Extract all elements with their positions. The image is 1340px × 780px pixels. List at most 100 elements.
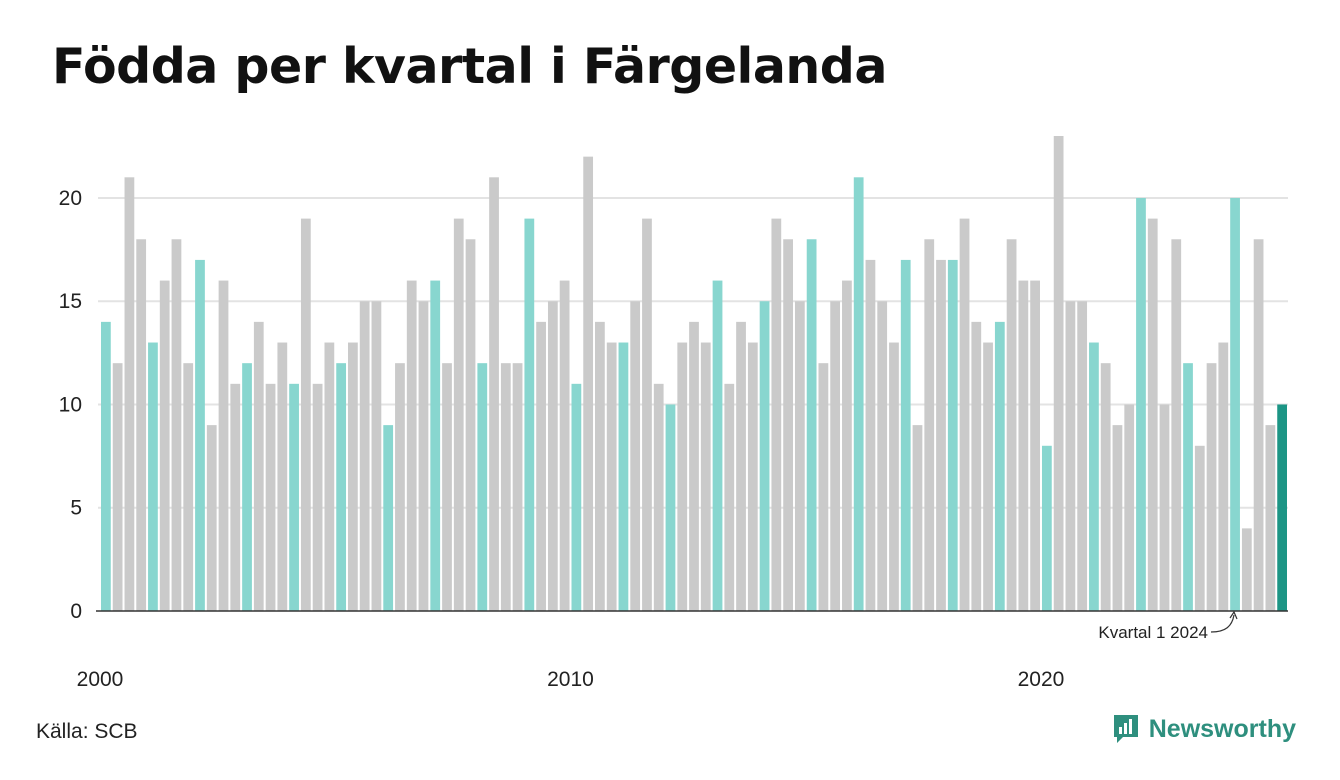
bar	[148, 342, 158, 611]
bar	[783, 239, 793, 611]
bar	[465, 239, 476, 611]
bar	[489, 177, 499, 611]
bar	[1065, 301, 1076, 611]
bar	[1194, 445, 1205, 611]
bar	[759, 301, 770, 611]
bar	[300, 218, 311, 611]
bar	[818, 363, 829, 611]
bar	[336, 363, 347, 611]
bar	[1147, 218, 1158, 611]
bar	[206, 425, 217, 611]
bar	[1077, 301, 1088, 611]
bar	[112, 363, 123, 611]
bar	[889, 342, 899, 611]
bar	[983, 342, 993, 611]
y-tick-label: 5	[70, 497, 82, 520]
bar	[595, 321, 605, 611]
bar	[277, 342, 288, 611]
bar	[512, 363, 523, 611]
bar	[724, 383, 735, 611]
bar	[912, 425, 923, 611]
bar	[265, 383, 276, 611]
bar	[700, 342, 711, 611]
bar	[947, 259, 958, 611]
bar	[653, 383, 664, 611]
y-axis: 0 5 10 15 20	[59, 187, 82, 623]
x-tick-label: 2010	[547, 668, 594, 691]
newsworthy-logo-icon	[1113, 715, 1138, 743]
x-tick-label: 2020	[1018, 668, 1065, 691]
bar	[101, 321, 111, 611]
bar	[630, 301, 641, 611]
bar	[618, 342, 629, 611]
bar	[136, 239, 147, 611]
bar	[1006, 239, 1017, 611]
chart-title: Födda per kvartal i Färgelanda	[52, 38, 887, 95]
y-tick-label: 15	[59, 290, 82, 313]
bar	[159, 280, 170, 611]
bar	[712, 280, 723, 611]
y-tick-label: 10	[59, 393, 82, 416]
bar	[924, 239, 935, 611]
bar	[747, 342, 758, 611]
bar	[842, 280, 852, 611]
bar	[865, 259, 876, 611]
bar	[1183, 363, 1193, 611]
bar	[665, 404, 676, 611]
bar	[900, 259, 911, 611]
bar	[1265, 425, 1276, 611]
bar	[1018, 280, 1029, 611]
bar	[1171, 239, 1182, 611]
annotation-label: Kvartal 1 2024	[1098, 623, 1208, 642]
x-tick-label: 2000	[77, 668, 124, 691]
brand-name: Newsworthy	[1148, 714, 1296, 743]
bar	[1230, 197, 1240, 611]
bar	[771, 218, 782, 611]
bar	[559, 280, 570, 611]
bar	[477, 363, 488, 611]
bar	[830, 301, 841, 611]
bar	[571, 383, 582, 611]
bar	[736, 321, 746, 611]
bar	[183, 363, 194, 611]
bar	[1112, 425, 1123, 611]
bar	[430, 280, 441, 611]
y-tick-label: 0	[70, 600, 82, 623]
bar	[195, 259, 205, 611]
bar	[371, 301, 382, 611]
bar	[959, 218, 970, 611]
bar	[1159, 404, 1170, 611]
bar	[1206, 363, 1217, 611]
bar	[642, 218, 652, 611]
bars	[101, 136, 1287, 612]
annotation: Kvartal 1 2024	[1098, 610, 1238, 642]
bar	[1100, 363, 1111, 611]
bar	[418, 301, 429, 611]
brand-logo[interactable]: Newsworthy	[1111, 712, 1296, 746]
source-label: Källa: SCB	[36, 720, 138, 743]
bar	[971, 321, 982, 611]
annotation-arrowhead	[1229, 610, 1238, 620]
bar	[230, 383, 241, 611]
bar	[1136, 197, 1146, 611]
bar	[677, 342, 688, 611]
bar	[853, 177, 864, 611]
bar	[524, 218, 535, 611]
bar	[606, 342, 617, 611]
bar	[124, 177, 135, 611]
bar	[1030, 280, 1040, 611]
x-axis: 2000 2010 2020	[77, 610, 1288, 691]
bar	[312, 383, 323, 611]
bar	[1089, 342, 1099, 611]
bar	[1253, 239, 1264, 611]
bar	[1053, 136, 1064, 611]
bar	[794, 301, 805, 611]
bar	[689, 321, 699, 611]
bar	[1041, 445, 1052, 611]
bar	[806, 239, 817, 611]
bar	[171, 239, 182, 611]
bar	[1124, 404, 1135, 611]
bar	[877, 301, 888, 611]
bar	[442, 363, 452, 611]
